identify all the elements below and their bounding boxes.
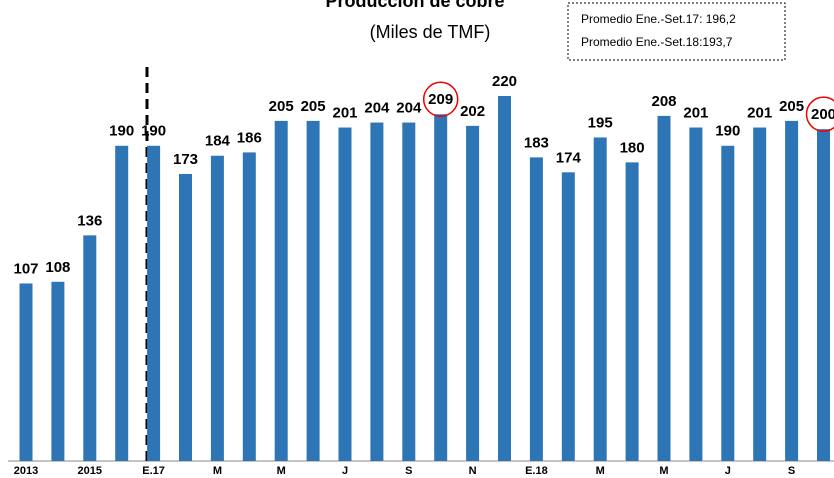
bar <box>466 125 480 461</box>
bar <box>274 120 288 462</box>
bar <box>689 127 703 461</box>
bar <box>242 152 256 461</box>
bar <box>83 235 97 461</box>
value-label: 205 <box>301 98 326 115</box>
x-tick-label: 2013 <box>14 465 38 477</box>
x-tick-label: E.18 <box>525 465 548 477</box>
value-label: 202 <box>460 103 485 120</box>
value-label: 173 <box>173 151 198 168</box>
chart-subtitle: (Miles de TMF) <box>370 22 491 42</box>
value-label: 205 <box>269 98 294 115</box>
value-label: 204 <box>396 100 422 117</box>
annotation: Promedio Ene.-Set.17: 196,2 <box>581 12 736 26</box>
value-label: 190 <box>109 123 134 140</box>
value-label: 205 <box>779 98 804 115</box>
value-label: 108 <box>45 259 70 276</box>
bar <box>147 145 161 462</box>
x-tick-label: N <box>469 465 477 477</box>
x-tick-label: J <box>342 465 348 477</box>
chart-title: Producción de cobre <box>325 0 504 11</box>
value-label: 195 <box>588 114 613 131</box>
highlight-circle <box>805 96 834 132</box>
bar <box>817 129 830 461</box>
bar <box>561 172 575 461</box>
value-label: 200 <box>811 106 834 123</box>
bar <box>402 122 416 461</box>
value-label: 136 <box>77 212 102 229</box>
value-label: 180 <box>620 139 645 156</box>
value-label: 190 <box>715 123 740 140</box>
value-label: 208 <box>651 93 676 110</box>
x-tick-label: 2015 <box>78 465 102 477</box>
x-tick-label: J <box>725 465 731 477</box>
value-label: 174 <box>556 149 582 166</box>
value-label: 184 <box>205 133 231 150</box>
x-tick-label: S <box>788 465 795 477</box>
x-tick-label: M <box>213 465 222 477</box>
value-label: 201 <box>683 104 708 121</box>
highlight-circle <box>422 81 459 117</box>
value-label: 190 <box>141 123 166 140</box>
bar <box>210 155 224 461</box>
bar <box>721 145 735 462</box>
bar <box>115 145 129 462</box>
value-label: 183 <box>524 134 549 151</box>
bar <box>593 137 607 461</box>
value-label: 107 <box>13 260 38 277</box>
value-label: 186 <box>237 129 262 146</box>
annotation-box <box>567 2 786 61</box>
x-tick-label: M <box>277 465 286 477</box>
value-label: 204 <box>364 100 390 117</box>
bar <box>19 283 33 461</box>
value-label: 209 <box>428 91 453 108</box>
bar <box>434 114 448 461</box>
bar <box>338 127 352 461</box>
x-tick-label: E.17 <box>142 465 165 477</box>
bar <box>657 115 671 461</box>
value-label: 201 <box>332 104 357 121</box>
bar <box>370 122 384 461</box>
bar <box>498 96 511 461</box>
bar <box>529 157 543 462</box>
value-label: 220 <box>492 73 517 90</box>
x-tick-label: S <box>405 465 412 477</box>
bar <box>306 120 320 462</box>
bar <box>625 162 639 461</box>
x-tick-label: M <box>659 465 668 477</box>
bar <box>753 127 767 461</box>
bar <box>179 173 192 461</box>
bar <box>785 120 799 462</box>
bar <box>51 281 65 461</box>
annotation: Promedio Ene.-Set.18:193,7 <box>581 35 733 49</box>
value-label: 201 <box>747 104 772 121</box>
x-tick-label: M <box>596 465 605 477</box>
